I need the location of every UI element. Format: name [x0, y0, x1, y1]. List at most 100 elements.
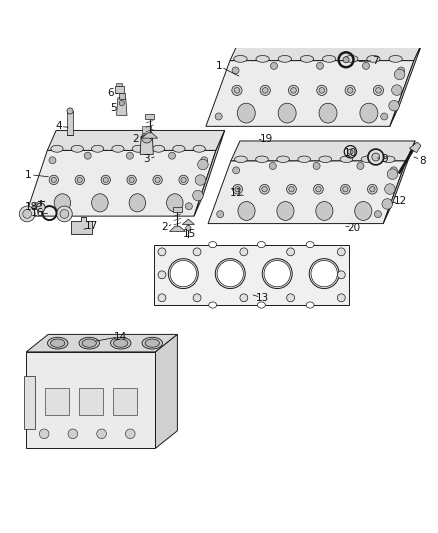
Polygon shape — [383, 141, 415, 223]
Text: 5: 5 — [110, 103, 117, 113]
Text: 1: 1 — [25, 169, 32, 180]
Circle shape — [389, 101, 399, 111]
Bar — [116, 83, 122, 86]
Circle shape — [158, 294, 166, 302]
Text: 10: 10 — [344, 149, 357, 158]
Polygon shape — [71, 216, 92, 234]
Ellipse shape — [238, 201, 255, 220]
Circle shape — [153, 175, 162, 184]
Ellipse shape — [382, 156, 395, 163]
Ellipse shape — [47, 337, 68, 349]
Circle shape — [36, 203, 45, 212]
Circle shape — [168, 259, 198, 288]
Circle shape — [370, 187, 375, 192]
Circle shape — [215, 259, 245, 288]
Circle shape — [215, 113, 222, 120]
Circle shape — [311, 261, 337, 287]
Text: 8: 8 — [419, 156, 426, 166]
Ellipse shape — [340, 156, 353, 163]
Ellipse shape — [278, 103, 296, 123]
Circle shape — [309, 259, 339, 288]
Circle shape — [169, 152, 176, 159]
Bar — [79, 387, 103, 415]
Ellipse shape — [132, 146, 145, 152]
Circle shape — [398, 67, 405, 74]
Polygon shape — [170, 226, 185, 231]
Polygon shape — [26, 352, 155, 448]
Polygon shape — [47, 131, 225, 150]
Circle shape — [262, 187, 267, 192]
Ellipse shape — [258, 241, 265, 248]
Text: 13: 13 — [256, 293, 269, 303]
Polygon shape — [194, 131, 225, 216]
Text: 2: 2 — [132, 134, 139, 144]
Circle shape — [317, 62, 324, 69]
Bar — [67, 111, 73, 135]
Circle shape — [343, 187, 348, 192]
Circle shape — [271, 62, 278, 69]
Circle shape — [125, 429, 135, 439]
Ellipse shape — [360, 103, 378, 123]
Circle shape — [373, 85, 384, 95]
Ellipse shape — [319, 156, 332, 163]
Text: 6: 6 — [107, 87, 114, 98]
Circle shape — [345, 85, 355, 95]
Circle shape — [368, 149, 384, 165]
Circle shape — [363, 62, 370, 69]
Ellipse shape — [234, 156, 247, 163]
Circle shape — [286, 294, 295, 302]
Text: 19: 19 — [260, 134, 273, 143]
Circle shape — [158, 248, 166, 256]
Ellipse shape — [152, 146, 165, 152]
Circle shape — [317, 85, 327, 95]
Ellipse shape — [322, 55, 336, 62]
Circle shape — [68, 429, 78, 439]
Polygon shape — [231, 141, 415, 161]
Circle shape — [103, 177, 108, 182]
Bar — [46, 387, 69, 415]
Circle shape — [201, 157, 208, 164]
Circle shape — [198, 159, 208, 170]
Circle shape — [193, 294, 201, 302]
Polygon shape — [26, 334, 177, 352]
Circle shape — [319, 87, 325, 93]
Ellipse shape — [298, 156, 311, 163]
Ellipse shape — [234, 55, 247, 62]
Text: 15: 15 — [183, 229, 196, 239]
Circle shape — [390, 167, 397, 174]
Ellipse shape — [306, 302, 314, 308]
Circle shape — [126, 152, 133, 159]
Ellipse shape — [173, 146, 185, 152]
Text: 7: 7 — [372, 55, 379, 66]
Circle shape — [313, 163, 320, 169]
Text: 1: 1 — [215, 61, 223, 71]
Circle shape — [260, 85, 270, 95]
Polygon shape — [117, 98, 127, 115]
Circle shape — [262, 87, 268, 93]
Ellipse shape — [256, 55, 269, 62]
Text: 14: 14 — [114, 332, 127, 342]
Ellipse shape — [278, 55, 291, 62]
Circle shape — [262, 259, 292, 288]
Circle shape — [357, 163, 364, 169]
Circle shape — [34, 203, 41, 210]
Ellipse shape — [82, 339, 96, 348]
Circle shape — [155, 177, 160, 182]
Polygon shape — [182, 219, 194, 224]
Circle shape — [233, 184, 243, 194]
Circle shape — [240, 294, 248, 302]
Circle shape — [337, 271, 345, 279]
Text: 4: 4 — [55, 122, 62, 131]
Ellipse shape — [277, 156, 290, 163]
Circle shape — [232, 85, 242, 95]
Circle shape — [264, 261, 290, 287]
Polygon shape — [230, 39, 424, 61]
Circle shape — [234, 87, 240, 93]
Text: 3: 3 — [143, 154, 150, 164]
Circle shape — [343, 56, 349, 63]
Circle shape — [51, 177, 57, 182]
Circle shape — [314, 184, 323, 194]
Ellipse shape — [166, 194, 183, 212]
Circle shape — [49, 175, 59, 184]
Circle shape — [316, 187, 321, 192]
